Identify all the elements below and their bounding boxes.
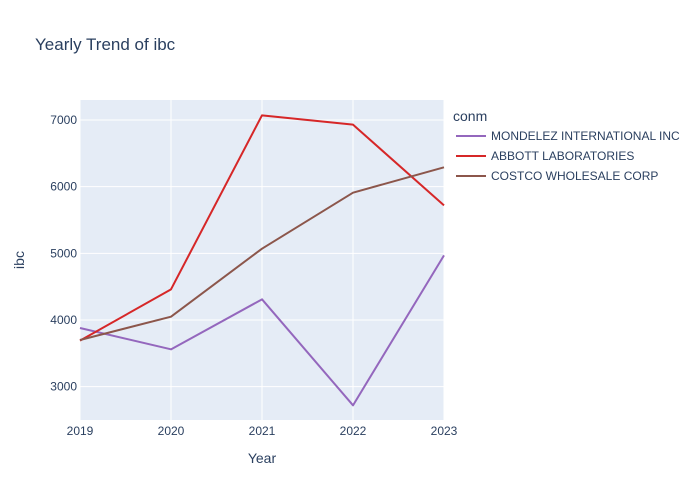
x-tick-label: 2022 (340, 424, 367, 438)
series-line (79, 114, 445, 342)
y-axis-title: ibc (11, 251, 27, 269)
legend-label: ABBOTT LABORATORIES (491, 149, 634, 163)
axis-ticks: 2019 2020 2021 2022 2023 3000 4000 5000 6000 7000 (50, 113, 457, 438)
legend-title: conm (453, 108, 487, 124)
x-tick-label: 2020 (158, 424, 185, 438)
legend-items: MONDELEZ INTERNATIONAL INC ABBOTT LABORAT… (456, 129, 680, 183)
x-axis-title: Year (248, 450, 277, 466)
legend-label: MONDELEZ INTERNATIONAL INC (491, 129, 680, 143)
y-tick-label: 3000 (50, 380, 77, 394)
y-tick-label: 4000 (50, 313, 77, 327)
x-tick-label: 2023 (431, 424, 458, 438)
x-tick-label: 2019 (67, 424, 94, 438)
y-tick-label: 6000 (50, 180, 77, 194)
grid (79, 100, 445, 420)
y-tick-label: 7000 (50, 113, 77, 127)
chart-title: Yearly Trend of ibc (35, 35, 176, 54)
series-line (79, 254, 445, 407)
y-tick-label: 5000 (50, 246, 77, 260)
legend: conm MONDELEZ INTERNATIONAL INC ABBOTT LA… (453, 108, 680, 183)
legend-label: COSTCO WHOLESALE CORP (491, 169, 658, 183)
x-tick-label: 2021 (249, 424, 276, 438)
series-lines (79, 114, 445, 407)
series-line (79, 166, 445, 341)
